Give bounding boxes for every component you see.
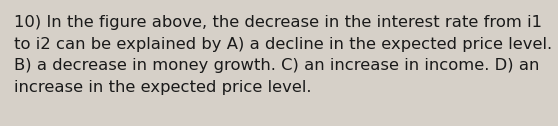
Text: 10) In the figure above, the decrease in the interest rate from i1
to i2 can be : 10) In the figure above, the decrease in… xyxy=(14,15,552,95)
